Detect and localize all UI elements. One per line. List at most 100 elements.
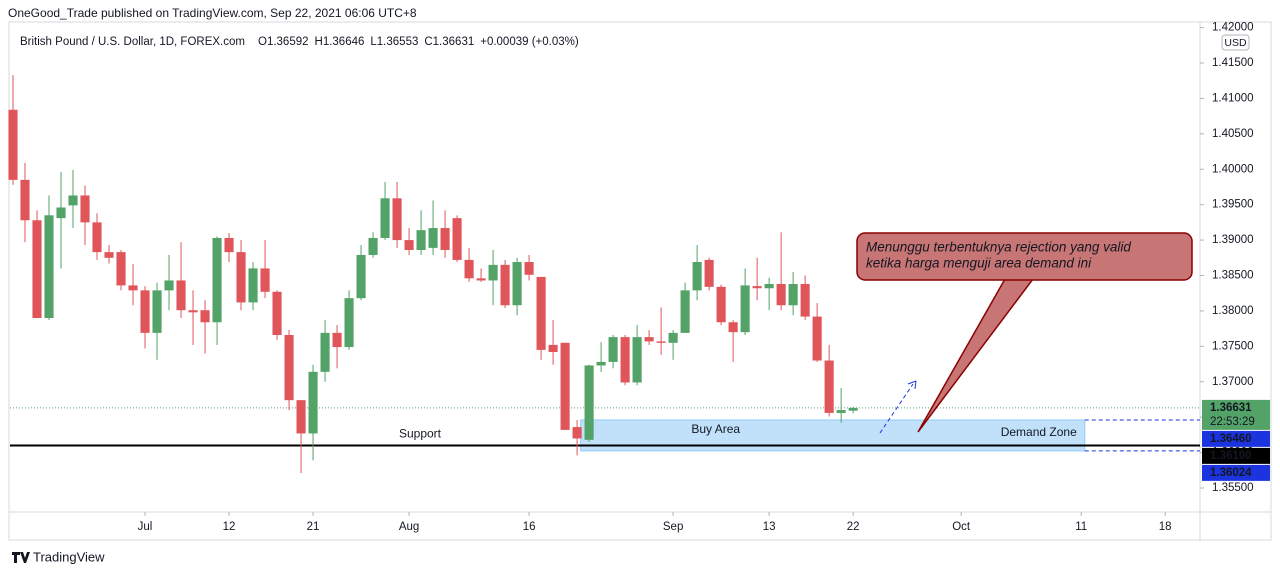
candle-body	[428, 228, 438, 248]
candle-body	[764, 283, 774, 289]
candle-body	[620, 337, 630, 383]
candle-body	[332, 332, 342, 348]
candle-body	[848, 407, 858, 411]
price-label-box	[1202, 399, 1270, 430]
candle-body	[92, 222, 102, 253]
x-tick-label: 16	[523, 521, 536, 533]
buy-area-label: Buy Area	[691, 422, 740, 436]
price-label: 1.36100	[1210, 450, 1252, 462]
y-tick-label: 1.37500	[1212, 340, 1254, 352]
candle-body	[776, 283, 786, 306]
candle-body	[224, 237, 234, 253]
candle-body	[536, 276, 546, 350]
candle-body	[692, 262, 702, 291]
x-tick-label: Sep	[663, 521, 683, 533]
candle-body	[116, 252, 126, 286]
candle-body	[104, 252, 114, 258]
footer: TradingView	[33, 549, 105, 564]
candle-body	[176, 280, 186, 311]
candle-body	[476, 278, 486, 281]
candle-body	[356, 254, 366, 299]
candle-body	[596, 361, 606, 366]
candle-body	[740, 285, 750, 333]
frame	[8, 21, 1272, 541]
forecast-arrow	[879, 383, 914, 434]
candle-body	[344, 298, 354, 348]
x-tick-label: Oct	[952, 521, 971, 533]
candle-body	[824, 360, 834, 413]
callout-text: Menunggu terbentuknya rejection yang val…	[866, 240, 1131, 255]
x-tick-label: 11	[1075, 521, 1087, 533]
y-tick-label: 1.39000	[1212, 234, 1254, 246]
currency: USD	[1224, 37, 1247, 49]
candle-body	[800, 283, 810, 317]
candle-body	[320, 332, 330, 372]
candle-body	[392, 198, 402, 241]
x-tick-label: Jul	[138, 521, 153, 533]
candle-body	[200, 310, 210, 323]
publisher: OneGood_Trade published on TradingView.c…	[8, 6, 417, 20]
candle-body	[80, 195, 90, 223]
price-label: 1.36631	[1210, 402, 1252, 414]
callout-text: ketika harga menguji area demand ini	[866, 256, 1092, 271]
candle-body	[812, 316, 822, 361]
candle-body	[644, 337, 654, 342]
x-tick-label: 21	[307, 521, 320, 533]
candle-body	[464, 259, 474, 279]
candle-body	[668, 332, 678, 343]
currency-badge	[1221, 34, 1250, 51]
support-label: Support	[399, 427, 442, 441]
candle-body	[752, 286, 762, 289]
price-label: 1.36460	[1210, 433, 1252, 445]
ohlc-value: O1.36592	[258, 36, 309, 48]
arrow-head	[907, 380, 917, 390]
countdown: 22:53:29	[1210, 416, 1255, 428]
candle-body	[44, 215, 54, 318]
candle-body	[128, 285, 138, 291]
y-tick-label: 1.38500	[1212, 270, 1254, 282]
candle-body	[572, 427, 582, 439]
price-label-box	[1202, 447, 1270, 464]
ohlc-value: C1.36631	[424, 36, 474, 48]
candle-body	[704, 259, 714, 287]
candle-body	[788, 283, 798, 306]
candle-body	[452, 218, 462, 260]
candle-body	[500, 264, 510, 306]
candle-body	[656, 341, 666, 343]
demand-zone-label: Demand Zone	[1001, 425, 1077, 439]
candle-body	[560, 342, 570, 430]
x-tick-label: 13	[763, 521, 776, 533]
y-tick-label: 1.37000	[1212, 376, 1254, 388]
candle-body	[632, 337, 642, 383]
candle-body	[8, 109, 18, 180]
candle-body	[296, 400, 306, 434]
price-label: 1.36024	[1210, 467, 1252, 479]
y-tick-label: 1.35500	[1212, 482, 1254, 494]
callout-box	[856, 232, 1193, 281]
candle-body	[404, 240, 414, 251]
candle-body	[32, 220, 42, 318]
x-tick-label: 18	[1159, 521, 1172, 533]
candle-body	[440, 228, 450, 251]
candle-body	[728, 322, 738, 333]
x-tick-label: 22	[847, 521, 860, 533]
candle-body	[248, 268, 258, 303]
candle-body	[416, 230, 426, 251]
y-tick-label: 1.41000	[1212, 92, 1254, 104]
candle-body	[164, 280, 174, 291]
y-tick-label: 1.41500	[1212, 57, 1254, 69]
candle-body	[152, 290, 162, 333]
candle-body	[584, 365, 594, 440]
candle-body	[284, 334, 294, 401]
candle-body	[20, 179, 30, 221]
ohlc-value: L1.36553	[370, 36, 418, 48]
candle-body	[680, 290, 690, 333]
y-tick-label: 1.40500	[1212, 128, 1254, 140]
candle-body	[56, 207, 66, 219]
ohlc-value: H1.36646	[315, 36, 365, 48]
candle-body	[272, 291, 282, 335]
candle-body	[716, 286, 726, 323]
candle-body	[260, 268, 270, 292]
